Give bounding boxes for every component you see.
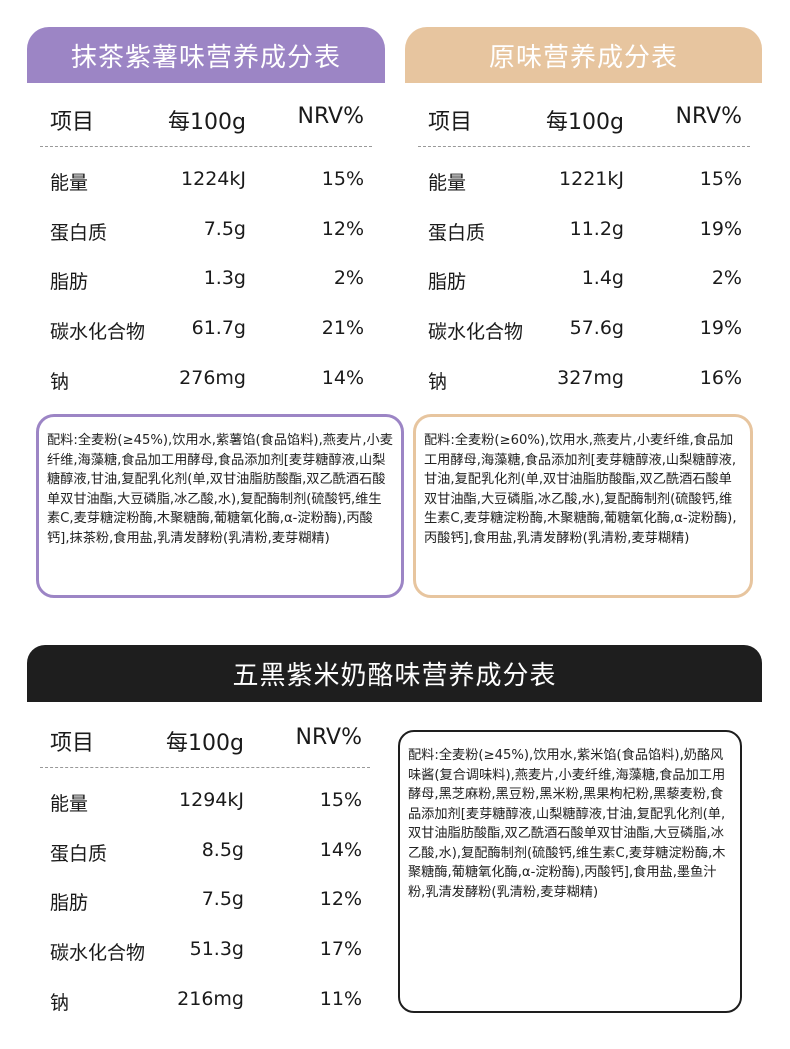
- header-nrv: NRV%: [297, 104, 365, 129]
- table-row: 脂肪 7.5g 12%: [50, 888, 362, 918]
- nutrient-amount: 1224kJ: [181, 168, 246, 190]
- nutrient-amount: 7.5g: [201, 888, 244, 911]
- table-row: 钠 276mg 14%: [50, 367, 364, 397]
- nutrient-nrv: 14%: [321, 366, 364, 389]
- table-row: 能量 1294kJ 15%: [50, 789, 362, 819]
- header-per100g: 每100g: [168, 110, 246, 135]
- original-ingredients: 配料:全麦粉(≥60%),饮用水,燕麦片,小麦纤维,食品加工用酵母,海藻糖,食品…: [413, 414, 753, 598]
- dashed-divider: [40, 146, 372, 147]
- nutrient-nrv: 2%: [333, 267, 364, 290]
- nutrient-nrv: 16%: [699, 366, 742, 389]
- table-row: 脂肪 1.3g 2%: [50, 267, 364, 297]
- table-header: 项目 每100g NRV%: [50, 104, 365, 135]
- nutrient-nrv: 15%: [699, 168, 742, 190]
- table-row: 钠 216mg 11%: [50, 988, 362, 1018]
- nutrient-amount: 7.5g: [203, 217, 246, 240]
- nutrient-amount: 1294kJ: [179, 789, 244, 811]
- nutrient-amount: 216mg: [177, 987, 244, 1010]
- table-row: 钠 327mg 16%: [428, 367, 742, 397]
- header-per100g: 每100g: [166, 731, 244, 756]
- nutrient-name: 钠: [428, 370, 448, 393]
- nutrient-name: 脂肪: [50, 271, 89, 294]
- matcha-ingredients: 配料:全麦粉(≥45%),饮用水,紫薯馅(食品馅料),燕麦片,小麦纤维,海藻糖,…: [36, 414, 404, 598]
- nutrient-nrv: 12%: [321, 217, 364, 240]
- nutrient-nrv: 19%: [699, 217, 742, 240]
- nutrient-nrv: 14%: [319, 838, 362, 861]
- nutrient-name: 脂肪: [50, 892, 89, 915]
- nutrient-amount: 276mg: [179, 366, 246, 389]
- nutrient-amount: 1.3g: [203, 267, 246, 290]
- nutrient-name: 碳水化合物: [50, 942, 146, 965]
- nutrient-name: 钠: [50, 991, 70, 1014]
- nutrient-nrv: 17%: [319, 938, 362, 961]
- nutrient-amount: 1.4g: [581, 267, 624, 290]
- table-header: 项目 每100g NRV%: [428, 104, 743, 135]
- table-row: 能量 1221kJ 15%: [428, 168, 742, 198]
- nutrient-amount: 327mg: [557, 366, 624, 389]
- nutrient-name: 蛋白质: [428, 221, 486, 244]
- table-row: 碳水化合物 51.3g 17%: [50, 938, 362, 968]
- original-panel-title: 原味营养成分表: [405, 27, 762, 83]
- nutrient-nrv: 15%: [321, 168, 364, 190]
- table-row: 蛋白质 8.5g 14%: [50, 839, 362, 869]
- header-nrv: NRV%: [675, 104, 743, 129]
- nutrient-name: 蛋白质: [50, 842, 108, 865]
- nutrient-amount: 61.7g: [191, 317, 246, 340]
- matcha-panel-title: 抹茶紫薯味营养成分表: [27, 27, 385, 83]
- header-item: 项目: [50, 110, 95, 135]
- nutrient-nrv: 11%: [319, 987, 362, 1010]
- nutrient-name: 能量: [428, 172, 467, 194]
- nutrient-name: 能量: [50, 172, 89, 194]
- nutrient-amount: 8.5g: [201, 838, 244, 861]
- nutrient-name: 碳水化合物: [428, 321, 524, 344]
- table-row: 碳水化合物 57.6g 19%: [428, 317, 742, 347]
- header-nrv: NRV%: [295, 725, 363, 750]
- nutrient-nrv: 15%: [319, 789, 362, 811]
- nutrient-name: 蛋白质: [50, 221, 108, 244]
- header-item: 项目: [428, 110, 473, 135]
- nutrient-amount: 11.2g: [569, 217, 624, 240]
- dashed-divider: [418, 146, 750, 147]
- nutrient-amount: 57.6g: [569, 317, 624, 340]
- black-rice-ingredients: 配料:全麦粉(≥45%),饮用水,紫米馅(食品馅料),奶酪风味酱(复合调味料),…: [398, 730, 742, 1013]
- dashed-divider: [40, 767, 370, 768]
- table-row: 碳水化合物 61.7g 21%: [50, 317, 364, 347]
- black-rice-panel-title: 五黑紫米奶酪味营养成分表: [27, 645, 762, 702]
- nutrient-nrv: 12%: [319, 888, 362, 911]
- nutrient-nrv: 21%: [321, 317, 364, 340]
- table-row: 能量 1224kJ 15%: [50, 168, 364, 198]
- nutrient-nrv: 2%: [711, 267, 742, 290]
- header-item: 项目: [50, 731, 95, 756]
- nutrient-name: 碳水化合物: [50, 321, 146, 344]
- table-row: 脂肪 1.4g 2%: [428, 267, 742, 297]
- table-header: 项目 每100g NRV%: [50, 725, 363, 756]
- nutrient-amount: 51.3g: [189, 938, 244, 961]
- nutrient-name: 能量: [50, 793, 89, 815]
- nutrient-name: 钠: [50, 370, 70, 393]
- header-per100g: 每100g: [546, 110, 624, 135]
- nutrient-name: 脂肪: [428, 271, 467, 294]
- table-row: 蛋白质 7.5g 12%: [50, 218, 364, 248]
- nutrient-amount: 1221kJ: [559, 168, 624, 190]
- nutrient-nrv: 19%: [699, 317, 742, 340]
- table-row: 蛋白质 11.2g 19%: [428, 218, 742, 248]
